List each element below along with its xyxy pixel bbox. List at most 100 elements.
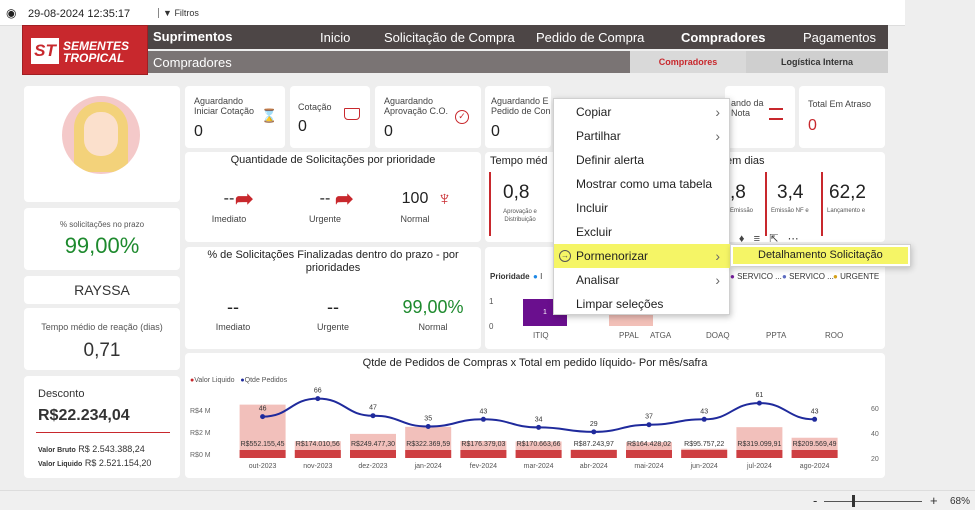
combo-chart-card: Qtde de Pedidos de Compras x Total em pe… — [185, 353, 885, 478]
desconto-value: R$22.234,04 — [38, 407, 130, 424]
line-point — [812, 416, 818, 422]
bar-valor-liquido — [239, 404, 286, 458]
bar-valor-liquido-base — [626, 450, 672, 458]
nav-pedido[interactable]: Pedido de Compra — [536, 30, 645, 45]
prio-value: 100 — [401, 190, 429, 207]
ytick: 0 — [489, 322, 494, 331]
zoom-out-button[interactable]: - — [813, 493, 818, 508]
tempo-value: 62,2 — [829, 182, 866, 203]
zoom-in-button[interactable]: + — [930, 493, 938, 508]
section-title: Suprimentos — [153, 29, 233, 44]
chevron-right-icon: › — [715, 104, 720, 120]
prioridade-title: Quantidade de Solicitações por prioridad… — [230, 154, 436, 166]
x-tick-label: out-2023 — [249, 463, 277, 470]
xtick: ROO — [825, 331, 844, 340]
nav-solicitacao[interactable]: Solicitação de Compra — [384, 30, 515, 45]
combo-chart: R$4 M R$2 M R$0 M 60 40 20 R$552.155,45 out-202… — [190, 388, 879, 470]
line-data-label: 35 — [424, 416, 432, 423]
nav-pagamentos[interactable]: Pagamentos — [803, 30, 876, 45]
tempo-value: 0,8 — [503, 182, 530, 203]
x-tick-label: ago-2024 — [800, 463, 830, 470]
filters-button[interactable]: ▼ Filtros — [158, 8, 199, 18]
legend-qtde[interactable]: ●Qtde Pedidos — [240, 377, 288, 384]
bar-valor-liquido-base — [570, 450, 617, 458]
legend-item[interactable]: ● SERVICO ... — [782, 272, 834, 281]
line-point — [315, 396, 321, 402]
more-options-icon[interactable]: ⋯ — [787, 233, 799, 245]
kpi-card-nota: ando da Nota — [725, 86, 795, 148]
menu-excluir[interactable]: Excluir — [576, 225, 613, 239]
legend-item[interactable]: ● I — [533, 272, 543, 281]
avatar-face — [84, 112, 118, 156]
tempo-label: Aprovação e Distribuição — [503, 209, 537, 223]
kpi-label: Aguardando Aprovação C.O. — [384, 96, 449, 116]
final-value: -- — [327, 297, 339, 317]
legend-valor[interactable]: ●Valor Liquido — [190, 377, 235, 384]
filter-icon: ▼ — [163, 8, 172, 18]
kpi-value: 0 — [808, 117, 817, 134]
legend-item[interactable]: ● URGENTE — [833, 272, 880, 281]
valor-bruto-label: Valor Bruto — [38, 447, 76, 454]
menu-definir-alerta[interactable]: Definir alerta — [576, 153, 645, 167]
nav-compradores[interactable]: Compradores — [681, 30, 766, 45]
bar-valor-liquido-base — [350, 450, 396, 458]
line-data-label: 29 — [590, 421, 598, 428]
tempo-value: 3,4 — [777, 182, 804, 203]
filter-icon[interactable]: ≡ — [753, 233, 761, 245]
menu-pormenorizar[interactable]: → Pormenorizar › — [554, 244, 730, 268]
drill-icon: → — [559, 250, 571, 262]
menu-partilhar[interactable]: Partilhar › — [554, 124, 730, 148]
logo: ST SEMENTES TROPICAL — [22, 25, 148, 75]
xtick: PPTA — [766, 331, 787, 340]
subtab-compradores[interactable]: Compradores — [630, 51, 746, 73]
menu-mostrar-tabela[interactable]: Mostrar como uma tabela — [576, 177, 713, 191]
bar-data-label: R$552.155,45 — [241, 441, 285, 448]
valor-bruto-row: Valor Bruto R$ 2.543.388,24 — [38, 444, 145, 454]
desconto-divider — [36, 432, 170, 433]
logo-text: SEMENTES TROPICAL — [63, 39, 130, 65]
xtick: DOAQ — [706, 331, 730, 340]
submenu-detalhamento[interactable]: Detalhamento Solicitação — [730, 244, 911, 267]
bar-data-label: R$249.477,30 — [351, 441, 395, 448]
bar-valor-liquido-base — [460, 450, 507, 458]
bar-data-label: R$174.010,56 — [296, 441, 340, 448]
menu-incluir[interactable]: Incluir — [576, 201, 609, 215]
zoom-slider-thumb[interactable] — [852, 495, 855, 507]
prio-urgente: -- Urgente — [295, 190, 355, 224]
bar-data-label: R$164.428,02 — [627, 441, 671, 448]
runner-icon: ➦ — [335, 186, 354, 211]
bar-data-label: R$87.243,97 — [574, 441, 614, 448]
bar-data-label: R$322.369,59 — [406, 441, 450, 448]
prio-label: Urgente — [308, 214, 342, 224]
menu-limpar-selecoes[interactable]: Limpar seleções — [576, 297, 664, 311]
menu-analisar[interactable]: Analisar › — [554, 268, 730, 292]
line-point — [425, 424, 431, 429]
final-value: 99,00% — [402, 297, 464, 317]
menu-copiar[interactable]: Copiar › — [554, 100, 730, 124]
bar-valor-liquido-base — [405, 450, 452, 458]
prio-value: -- — [223, 190, 235, 207]
kpi-label: Aguardando Iniciar Cotação — [194, 96, 255, 116]
kpi-value: 0 — [491, 123, 500, 140]
bell-icon[interactable]: ♦ — [738, 233, 745, 245]
prio-normal: 100 Normal — [385, 190, 445, 224]
tempo-label: Lançamento e — [827, 208, 866, 214]
ytick: 1 — [489, 297, 494, 306]
bar-valor-liquido-base — [791, 450, 838, 458]
nav-inicio[interactable]: Inicio — [320, 30, 351, 45]
chevron-right-icon: › — [715, 128, 720, 144]
tempo-label: Emissão NF e — [771, 208, 809, 214]
xtick: ATGA — [650, 331, 672, 340]
zoom-slider[interactable] — [824, 501, 922, 502]
line-data-label: 61 — [756, 392, 764, 399]
reacao-card: Tempo médio de reação (dias) 0,71 — [24, 308, 180, 370]
x-tick-label: jun-2024 — [690, 463, 718, 470]
x-tick-label: jan-2024 — [414, 463, 442, 470]
valor-liquido-row: Valor Liquido R$ 2.521.154,20 — [38, 458, 151, 468]
subtab-logistica[interactable]: Logística Interna — [746, 51, 888, 73]
hourglass-icon: ⌛ — [261, 108, 278, 123]
focus-mode-icon[interactable]: ⇱ — [769, 233, 779, 245]
context-menu: Copiar › Partilhar › Definir alerta Mostra… — [553, 98, 730, 315]
eye-icon: ◉ — [6, 6, 17, 20]
legend-item[interactable]: ● SERVICO ... — [730, 272, 782, 281]
